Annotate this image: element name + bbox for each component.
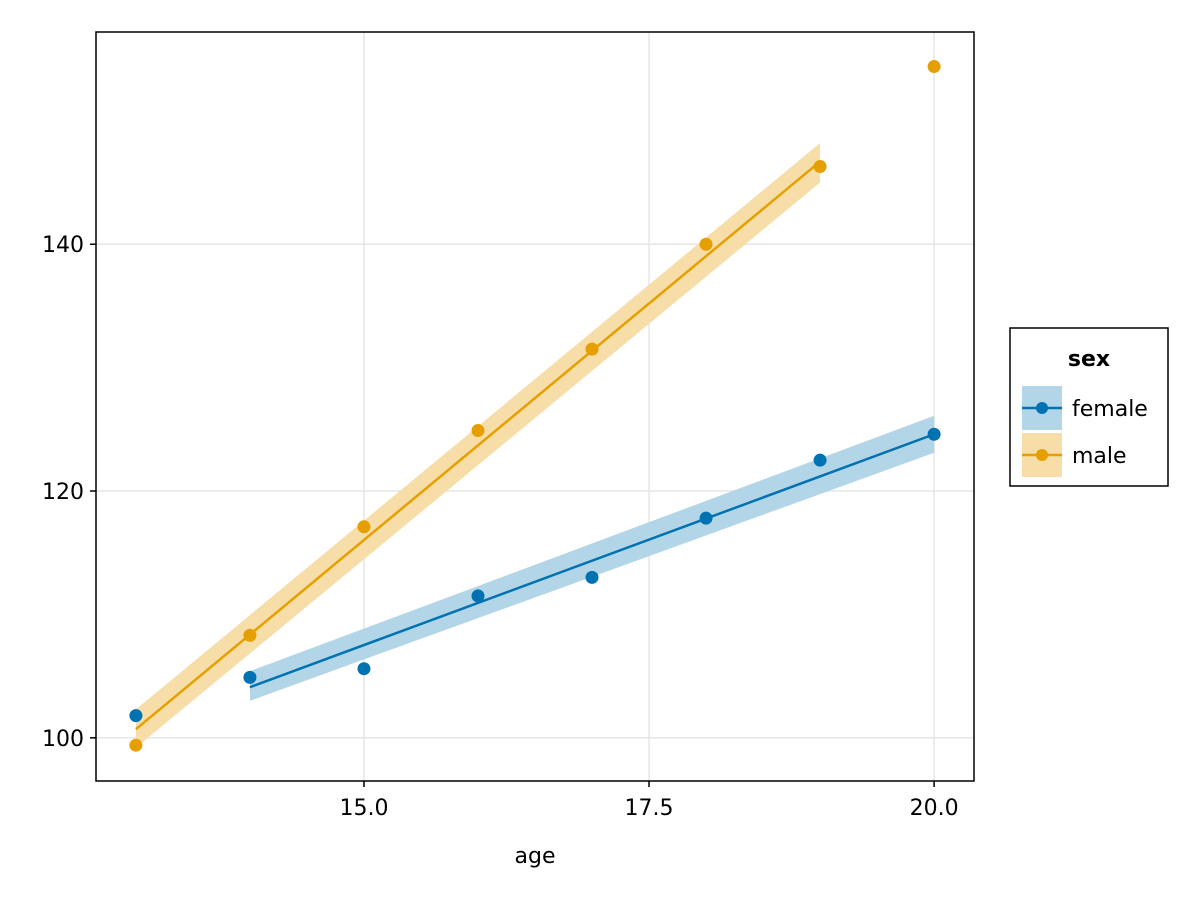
x-tick-label: 17.5 [625, 796, 674, 821]
legend-items: female male [1022, 386, 1148, 477]
data-point-male [129, 738, 143, 752]
legend-marker-male [1036, 449, 1048, 461]
legend: sex female male [1009, 327, 1169, 487]
data-point-female [699, 511, 713, 525]
data-point-male [927, 60, 941, 74]
data-point-female [357, 662, 371, 676]
y-axis-ticks: 100 120 140 [42, 233, 96, 752]
data-point-male [699, 237, 713, 251]
fit-line-female [249, 433, 935, 689]
legend-label-female: female [1072, 397, 1148, 422]
data-point-female [243, 670, 257, 684]
y-tick-label: 120 [42, 480, 84, 505]
x-tick-label: 15.0 [339, 796, 388, 821]
data-point-female [927, 427, 941, 441]
legend-marker-female [1036, 402, 1048, 414]
data-point-female [129, 709, 143, 723]
data-points [129, 60, 941, 752]
x-axis-ticks: 15.0 17.5 20.0 [339, 781, 959, 821]
legend-label-male: male [1072, 444, 1127, 469]
data-point-male [585, 342, 599, 356]
y-tick-label: 100 [42, 727, 84, 752]
x-tick-label: 20.0 [910, 796, 959, 821]
plot-frame [95, 31, 975, 782]
x-axis-title: age [515, 844, 556, 869]
grid [96, 32, 974, 781]
data-point-male [243, 628, 257, 642]
confidence-band-female [249, 415, 935, 701]
y-tick-label: 140 [42, 233, 84, 258]
data-point-female [813, 453, 827, 467]
data-point-female [585, 570, 599, 584]
data-point-male [813, 159, 827, 173]
data-point-female [471, 589, 485, 603]
legend-title: sex [1068, 347, 1110, 372]
data-point-male [471, 424, 485, 438]
data-point-male [357, 520, 371, 534]
